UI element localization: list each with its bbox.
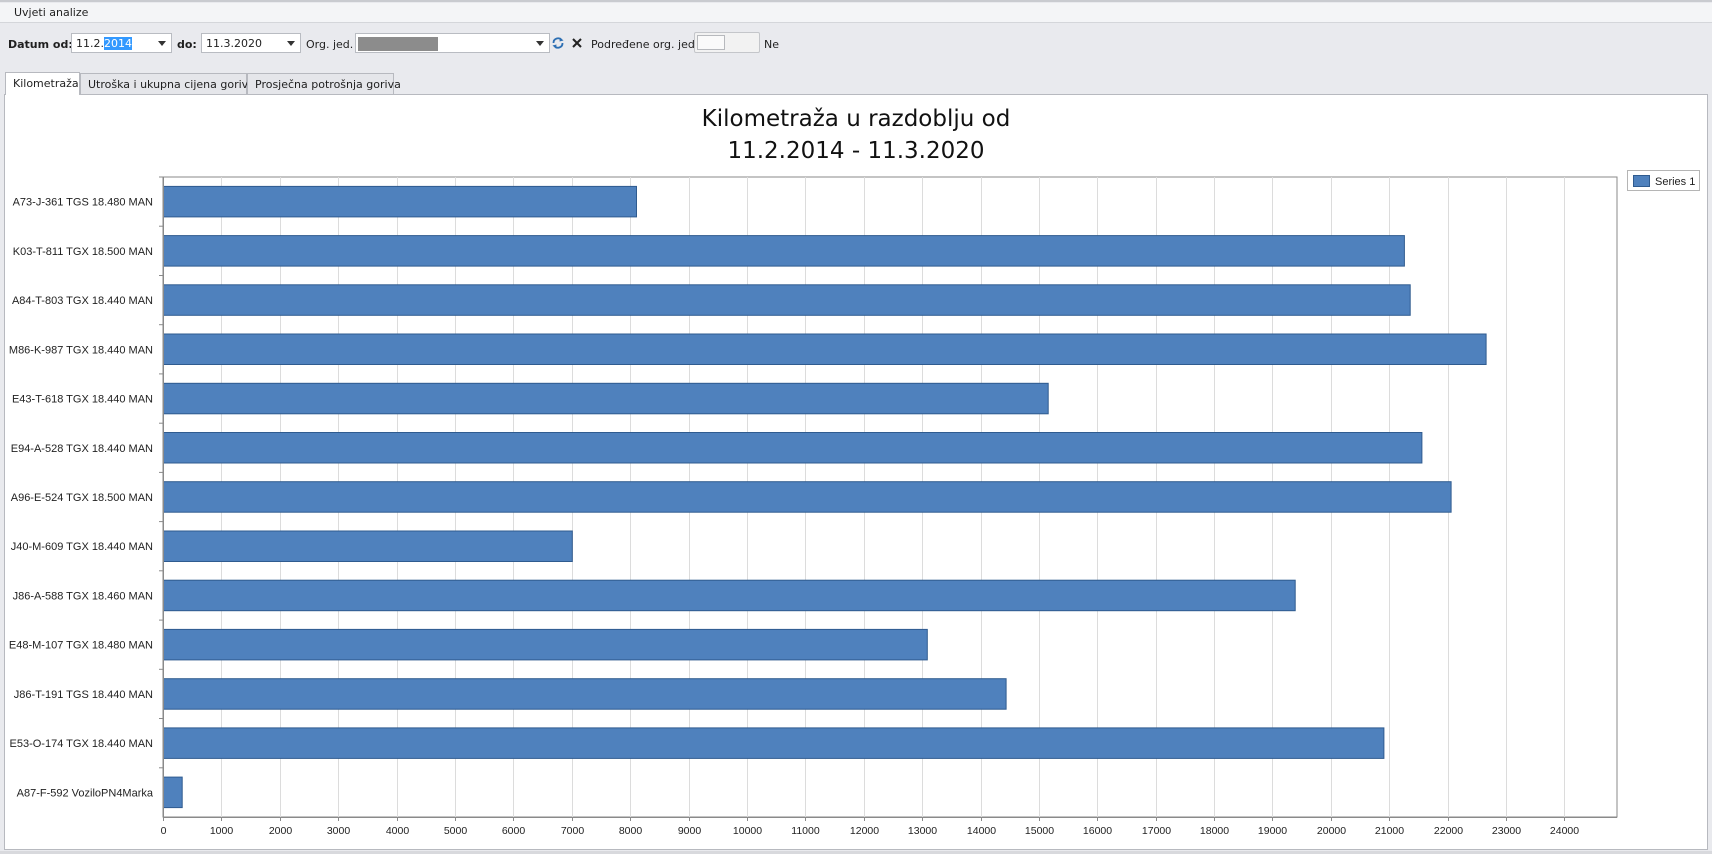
- tab-kilometraza[interactable]: Kilometraža: [5, 72, 80, 95]
- x-tick-label: 17000: [1142, 825, 1171, 837]
- org-unit-select[interactable]: [355, 33, 550, 53]
- bar[interactable]: [163, 776, 183, 809]
- x-tick-label: 8000: [619, 825, 643, 837]
- window-top-border: [0, 0, 1712, 2]
- category-label: J40-M-609 TGX 18.440 MAN: [11, 541, 153, 553]
- window-bottom-border: [0, 851, 1712, 854]
- x-tick-label: 4000: [386, 825, 410, 837]
- chevron-down-icon[interactable]: [536, 41, 544, 46]
- legend-label: Series 1: [1655, 176, 1695, 188]
- toggle-knob[interactable]: [697, 35, 725, 50]
- x-tick-label: 5000: [444, 825, 468, 837]
- legend-swatch: [1633, 175, 1650, 187]
- x-tick-label: 10000: [733, 825, 762, 837]
- x-tick-label: 18000: [1200, 825, 1229, 837]
- x-tick-label: 2000: [269, 825, 293, 837]
- date-from-value[interactable]: 11.2.2014: [76, 37, 132, 50]
- bar[interactable]: [163, 235, 1405, 267]
- bar[interactable]: [163, 628, 928, 661]
- category-label: E53-O-174 TGX 18.440 MAN: [10, 738, 154, 750]
- bar[interactable]: [163, 481, 1452, 513]
- category-label: A84-T-803 TGX 18.440 MAN: [12, 295, 153, 307]
- category-label: E94-A-528 TGX 18.440 MAN: [11, 443, 153, 455]
- category-label: J86-T-191 TGS 18.440 MAN: [14, 689, 153, 701]
- bar-chart: Kilometraža u razdoblju od 11.2.2014 - 11…: [9, 106, 1700, 837]
- date-from-label: Datum od:: [8, 38, 73, 51]
- bar[interactable]: [163, 678, 1007, 710]
- filter-bar: Datum od: 11.2.2014 do: 11.3.2020 Org. j…: [0, 23, 1712, 65]
- clear-icon[interactable]: [569, 34, 585, 52]
- category-label: A87-F-592 VoziloPN4Marka: [17, 787, 154, 799]
- x-tick-label: 11000: [791, 825, 820, 837]
- x-tick-label: 19000: [1258, 825, 1287, 837]
- chart-panel: Kilometraža u razdoblju od 11.2.2014 - 11…: [4, 94, 1708, 850]
- bar[interactable]: [163, 284, 1411, 316]
- sub-org-units-toggle[interactable]: [694, 32, 760, 53]
- category-label: J86-A-588 TGX 18.460 MAN: [13, 591, 153, 603]
- x-tick-label: 16000: [1083, 825, 1112, 837]
- x-tick-label: 9000: [678, 825, 702, 837]
- refresh-icon[interactable]: [550, 34, 566, 52]
- x-tick-label: 6000: [502, 825, 526, 837]
- date-from-picker[interactable]: 11.2.2014: [71, 33, 172, 53]
- x-tick-label: 22000: [1434, 825, 1463, 837]
- category-label: A96-E-524 TGX 18.500 MAN: [11, 492, 153, 504]
- org-unit-value-redacted: [358, 37, 438, 51]
- sub-org-units-label: Podređene org. jed.: [591, 38, 699, 51]
- bar[interactable]: [163, 530, 573, 562]
- x-tick-label: 12000: [850, 825, 879, 837]
- analysis-conditions-title: Uvjeti analize: [14, 6, 89, 19]
- category-label: E43-T-618 TGX 18.440 MAN: [12, 394, 153, 406]
- x-tick-label: 20000: [1317, 825, 1346, 837]
- chart-title-line-1: Kilometraža u razdoblju od: [702, 106, 1011, 132]
- chevron-down-icon[interactable]: [158, 41, 166, 46]
- category-label: E48-M-107 TGX 18.480 MAN: [9, 640, 153, 652]
- bar[interactable]: [163, 579, 1296, 612]
- chevron-down-icon[interactable]: [287, 41, 295, 46]
- x-tick-label: 3000: [327, 825, 351, 837]
- x-tick-label: 7000: [561, 825, 585, 837]
- x-tick-label: 24000: [1550, 825, 1579, 837]
- date-to-label: do:: [177, 38, 197, 51]
- x-tick-label: 13000: [908, 825, 937, 837]
- org-unit-label: Org. jed.: [306, 38, 354, 51]
- bar[interactable]: [163, 382, 1049, 415]
- bar[interactable]: [163, 432, 1423, 464]
- bar[interactable]: [163, 333, 1487, 365]
- date-to-value[interactable]: 11.3.2020: [206, 37, 262, 50]
- category-label: A73-J-361 TGS 18.480 MAN: [13, 197, 153, 209]
- x-tick-label: 1000: [210, 825, 234, 837]
- toggle-state-label: Ne: [764, 38, 779, 51]
- bar[interactable]: [163, 727, 1385, 759]
- x-tick-label: 0: [161, 825, 167, 837]
- category-label: M86-K-987 TGX 18.440 MAN: [9, 344, 153, 356]
- x-tick-label: 15000: [1025, 825, 1054, 837]
- bar[interactable]: [163, 185, 637, 218]
- x-tick-label: 14000: [967, 825, 996, 837]
- date-to-picker[interactable]: 11.3.2020: [201, 33, 301, 53]
- analysis-conditions-header[interactable]: Uvjeti analize: [0, 3, 1712, 23]
- tab-fuel-consumption-cost[interactable]: Utroška i ukupna cijena goriva: [80, 73, 255, 94]
- x-tick-label: 23000: [1492, 825, 1521, 837]
- x-tick-label: 21000: [1375, 825, 1404, 837]
- category-label: K03-T-811 TGX 18.500 MAN: [13, 246, 153, 258]
- tab-average-fuel-consumption[interactable]: Prosječna potrošnja goriva: [247, 73, 401, 94]
- chart-title-line-2: 11.2.2014 - 11.3.2020: [727, 138, 984, 164]
